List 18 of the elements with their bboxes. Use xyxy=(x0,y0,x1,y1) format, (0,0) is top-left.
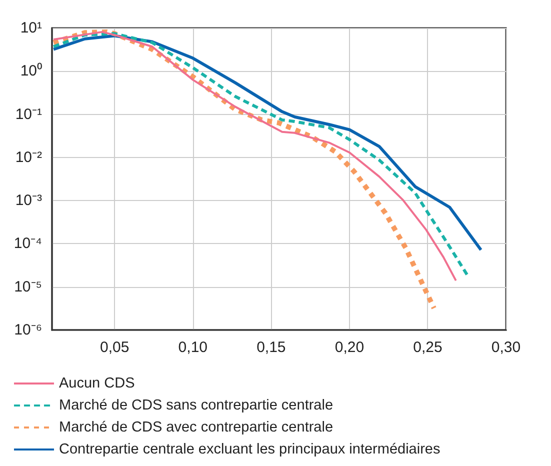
x-tick-label: 0,05 xyxy=(100,339,130,356)
y-tick-label: 10⁰ xyxy=(20,62,42,80)
legend-label: Aucun CDS xyxy=(59,376,135,392)
legend-label: Contrepartie centrale excluant les principaux intermédiaires xyxy=(59,442,440,458)
legend-label: Marché de CDS sans contrepartie centrale xyxy=(59,398,334,414)
x-tick-label: 0,25 xyxy=(413,339,442,356)
y-tick-label: 10⁻⁴ xyxy=(14,235,42,252)
x-tick-label: 0,30 xyxy=(491,339,521,356)
x-tick-label: 0,10 xyxy=(178,339,208,356)
y-tick-label: 10¹ xyxy=(20,20,42,36)
y-tick-label: 10⁻¹ xyxy=(15,106,42,123)
x-tick-label: 0,15 xyxy=(256,339,286,356)
y-tick-label: 10⁻³ xyxy=(15,192,42,210)
y-tick-label: 10⁻⁵ xyxy=(14,278,42,296)
y-tick-label: 10⁻² xyxy=(15,148,42,166)
x-tick-label: 0,20 xyxy=(334,339,364,356)
legend-label: Marché de CDS avec contrepartie centrale xyxy=(59,420,334,436)
y-tick-label: 10⁻⁶ xyxy=(14,322,42,338)
